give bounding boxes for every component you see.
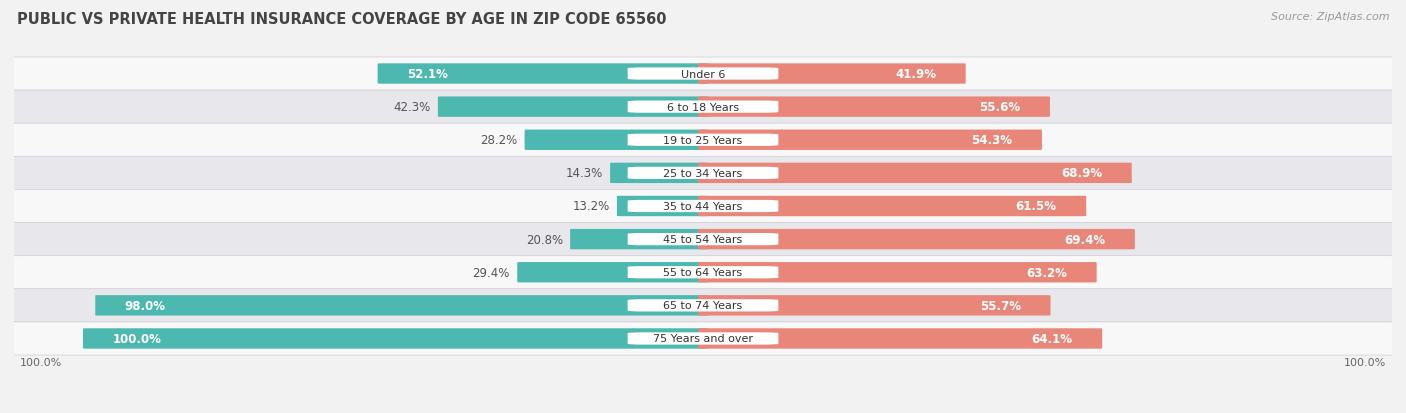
- Text: 52.1%: 52.1%: [408, 68, 449, 81]
- FancyBboxPatch shape: [83, 328, 709, 349]
- Text: 55.6%: 55.6%: [980, 101, 1021, 114]
- FancyBboxPatch shape: [610, 163, 709, 184]
- FancyBboxPatch shape: [96, 295, 709, 316]
- FancyBboxPatch shape: [697, 196, 1087, 217]
- FancyBboxPatch shape: [697, 295, 1050, 316]
- Text: 45 to 54 Years: 45 to 54 Years: [664, 235, 742, 244]
- Text: 6 to 18 Years: 6 to 18 Years: [666, 102, 740, 112]
- Text: 65 to 74 Years: 65 to 74 Years: [664, 301, 742, 311]
- Text: 61.5%: 61.5%: [1015, 200, 1057, 213]
- FancyBboxPatch shape: [8, 91, 1398, 124]
- FancyBboxPatch shape: [697, 97, 1050, 118]
- Text: 54.3%: 54.3%: [972, 134, 1012, 147]
- FancyBboxPatch shape: [697, 163, 1132, 184]
- FancyBboxPatch shape: [8, 256, 1398, 289]
- FancyBboxPatch shape: [627, 332, 779, 345]
- Text: 19 to 25 Years: 19 to 25 Years: [664, 135, 742, 145]
- FancyBboxPatch shape: [627, 101, 779, 114]
- Text: 28.2%: 28.2%: [479, 134, 517, 147]
- Text: 64.1%: 64.1%: [1032, 332, 1073, 345]
- Text: 55 to 64 Years: 55 to 64 Years: [664, 268, 742, 278]
- FancyBboxPatch shape: [437, 97, 709, 118]
- FancyBboxPatch shape: [571, 229, 709, 250]
- FancyBboxPatch shape: [378, 64, 709, 85]
- FancyBboxPatch shape: [8, 124, 1398, 157]
- Text: 100.0%: 100.0%: [112, 332, 162, 345]
- FancyBboxPatch shape: [617, 196, 709, 217]
- FancyBboxPatch shape: [8, 322, 1398, 355]
- Text: 68.9%: 68.9%: [1062, 167, 1102, 180]
- FancyBboxPatch shape: [697, 64, 966, 85]
- Text: 35 to 44 Years: 35 to 44 Years: [664, 202, 742, 211]
- Text: 29.4%: 29.4%: [472, 266, 510, 279]
- FancyBboxPatch shape: [8, 190, 1398, 223]
- Text: 13.2%: 13.2%: [572, 200, 610, 213]
- FancyBboxPatch shape: [8, 223, 1398, 256]
- Text: 63.2%: 63.2%: [1026, 266, 1067, 279]
- Text: 55.7%: 55.7%: [980, 299, 1021, 312]
- Text: 98.0%: 98.0%: [125, 299, 166, 312]
- Text: 100.0%: 100.0%: [1344, 357, 1386, 368]
- FancyBboxPatch shape: [517, 262, 709, 283]
- FancyBboxPatch shape: [627, 200, 779, 213]
- Text: 100.0%: 100.0%: [20, 357, 62, 368]
- FancyBboxPatch shape: [627, 68, 779, 81]
- Text: 20.8%: 20.8%: [526, 233, 562, 246]
- FancyBboxPatch shape: [8, 289, 1398, 322]
- Text: 69.4%: 69.4%: [1064, 233, 1105, 246]
- FancyBboxPatch shape: [627, 233, 779, 246]
- FancyBboxPatch shape: [627, 299, 779, 312]
- Text: Source: ZipAtlas.com: Source: ZipAtlas.com: [1271, 12, 1389, 22]
- FancyBboxPatch shape: [697, 262, 1097, 283]
- FancyBboxPatch shape: [697, 328, 1102, 349]
- FancyBboxPatch shape: [8, 58, 1398, 91]
- Text: 14.3%: 14.3%: [565, 167, 603, 180]
- Text: 25 to 34 Years: 25 to 34 Years: [664, 169, 742, 178]
- Text: 41.9%: 41.9%: [896, 68, 936, 81]
- FancyBboxPatch shape: [697, 229, 1135, 250]
- FancyBboxPatch shape: [524, 130, 709, 151]
- FancyBboxPatch shape: [627, 266, 779, 279]
- FancyBboxPatch shape: [8, 157, 1398, 190]
- FancyBboxPatch shape: [627, 134, 779, 147]
- FancyBboxPatch shape: [627, 167, 779, 180]
- Text: 75 Years and over: 75 Years and over: [652, 334, 754, 344]
- Text: PUBLIC VS PRIVATE HEALTH INSURANCE COVERAGE BY AGE IN ZIP CODE 65560: PUBLIC VS PRIVATE HEALTH INSURANCE COVER…: [17, 12, 666, 27]
- FancyBboxPatch shape: [697, 130, 1042, 151]
- Text: 42.3%: 42.3%: [394, 101, 430, 114]
- Text: Under 6: Under 6: [681, 69, 725, 79]
